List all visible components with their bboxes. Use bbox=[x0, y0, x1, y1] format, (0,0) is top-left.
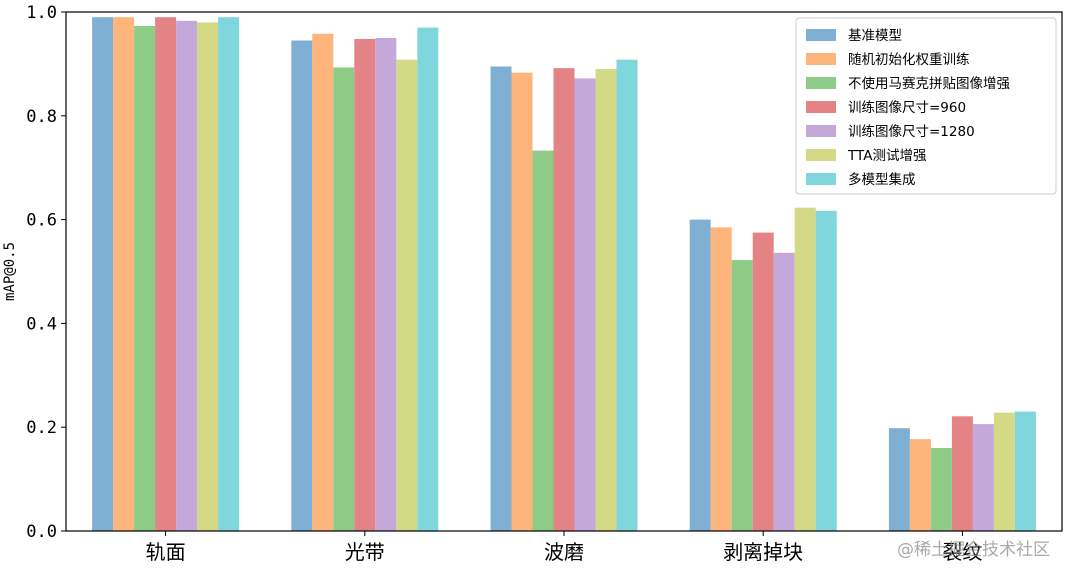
bar-series1-cat3 bbox=[490, 66, 512, 531]
bar-series5-cat5 bbox=[972, 424, 994, 531]
watermark-text: @稀土掘金技术社区 bbox=[897, 540, 1050, 560]
bar-series2-cat4 bbox=[710, 227, 732, 531]
y-tick-label: 0.6 bbox=[26, 211, 57, 231]
x-axis-ticks: 轨面 光带 波磨 剥离掉块 裂纹 bbox=[146, 531, 982, 564]
x-tick-label: 光带 bbox=[345, 540, 385, 564]
x-tick-label: 裂纹 bbox=[942, 540, 982, 564]
bar-series7-cat2 bbox=[417, 27, 439, 531]
legend-box bbox=[795, 17, 1057, 195]
bar-series5-cat1 bbox=[176, 20, 198, 532]
y-axis-ticks: 0.0 0.2 0.4 0.6 0.8 1.0 bbox=[26, 3, 66, 542]
y-tick-label: 0.4 bbox=[26, 314, 57, 334]
bar-series3-cat2 bbox=[333, 67, 355, 531]
bar-series3-cat4 bbox=[731, 260, 753, 531]
legend-label: 基准模型 bbox=[848, 27, 902, 44]
legend-label: 不使用马赛克拼贴图像增强 bbox=[848, 75, 1010, 92]
bar-series3-cat1 bbox=[134, 26, 156, 531]
bar-series6-cat5 bbox=[993, 412, 1015, 531]
legend-label: 随机初始化权重训练 bbox=[848, 51, 970, 68]
y-tick-label: 0.0 bbox=[26, 522, 57, 542]
bar-series1-cat4 bbox=[689, 219, 711, 531]
bar-series7-cat3 bbox=[616, 59, 638, 531]
y-tick-label: 0.8 bbox=[26, 107, 57, 127]
bar-series1-cat2 bbox=[291, 40, 313, 531]
bar-series1-cat5 bbox=[888, 428, 910, 531]
x-tick-label: 波磨 bbox=[544, 540, 584, 564]
y-axis-label: mAP@0.5 bbox=[2, 242, 18, 301]
legend-swatch bbox=[806, 53, 836, 65]
bar-series2-cat3 bbox=[511, 72, 533, 531]
legend-label: TTA测试增强 bbox=[847, 148, 927, 164]
bar-series5-cat2 bbox=[375, 38, 397, 531]
legend-label: 训练图像尺寸=1280 bbox=[848, 124, 975, 140]
bar-series3-cat3 bbox=[532, 150, 554, 531]
bar-series2-cat1 bbox=[113, 17, 135, 531]
bar-series6-cat2 bbox=[396, 59, 418, 531]
bars-group bbox=[92, 17, 1036, 532]
bar-series7-cat5 bbox=[1014, 411, 1036, 531]
bar-series4-cat4 bbox=[752, 232, 774, 531]
legend-label: 训练图像尺寸=960 bbox=[848, 100, 966, 116]
legend-swatch bbox=[806, 149, 836, 161]
y-tick-label: 0.2 bbox=[26, 418, 57, 438]
bar-series2-cat2 bbox=[312, 33, 334, 532]
bar-series6-cat1 bbox=[197, 22, 219, 532]
bar-series5-cat4 bbox=[773, 252, 795, 532]
legend-swatch bbox=[806, 101, 836, 113]
bar-series5-cat3 bbox=[574, 78, 596, 532]
legend-label: 多模型集成 bbox=[848, 171, 916, 188]
bar-series4-cat3 bbox=[553, 68, 575, 531]
bar-series4-cat2 bbox=[354, 39, 376, 531]
legend-swatch bbox=[806, 77, 836, 89]
bar-series2-cat5 bbox=[909, 439, 931, 531]
y-tick-label: 1.0 bbox=[26, 3, 57, 23]
bar-series3-cat5 bbox=[930, 448, 952, 531]
bar-series4-cat5 bbox=[951, 416, 973, 531]
bar-series7-cat4 bbox=[815, 210, 837, 532]
x-tick-label: 剥离掉块 bbox=[723, 540, 803, 564]
x-tick-label: 轨面 bbox=[146, 540, 186, 564]
legend-swatch bbox=[806, 173, 836, 185]
bar-series4-cat1 bbox=[155, 17, 177, 531]
bar-series7-cat1 bbox=[218, 17, 240, 531]
legend-swatch bbox=[806, 29, 836, 41]
legend-swatch bbox=[806, 125, 836, 137]
bar-series6-cat3 bbox=[595, 69, 617, 531]
bar-series1-cat1 bbox=[92, 17, 114, 531]
bar-series6-cat4 bbox=[794, 207, 816, 531]
